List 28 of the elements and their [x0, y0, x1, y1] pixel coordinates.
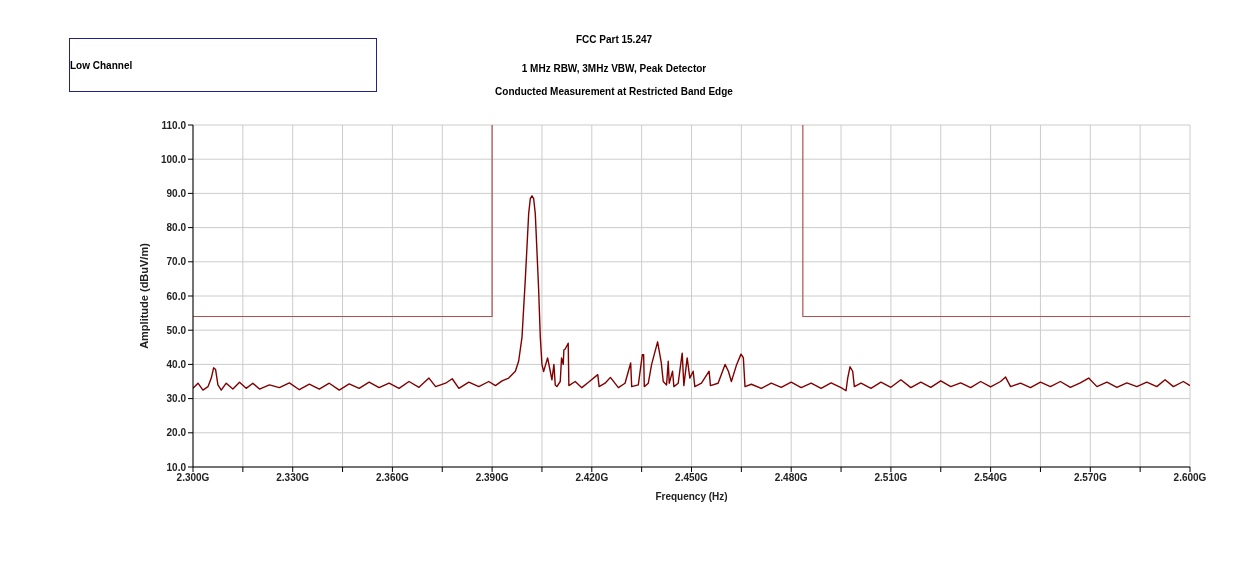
x-tick-label: 2.570G: [1073, 472, 1107, 484]
y-tick-label: 30.0: [166, 393, 187, 405]
y-tick-label: 90.0: [166, 187, 187, 199]
x-tick-label: 2.390G: [475, 472, 509, 484]
x-tick-label: 2.480G: [774, 472, 808, 484]
chart-title: FCC Part 15.247: [574, 34, 654, 45]
y-tick-label: 20.0: [166, 427, 187, 439]
y-tick-label: 100.0: [160, 153, 187, 165]
line-series: [193, 195, 1190, 392]
x-tick-label: 2.510G: [874, 472, 908, 484]
x-tick-label: 2.600G: [1173, 472, 1207, 484]
x-tick-label: 2.300G: [176, 472, 210, 484]
x-tick-label: 2.450G: [675, 472, 709, 484]
x-axis-title: Frequency (Hz): [655, 491, 728, 502]
x-tick-label: 2.420G: [575, 472, 609, 484]
text: Low Channel: [69, 38, 377, 92]
y-tick-label: 70.0: [166, 256, 187, 268]
y-tick-label: 10.0: [166, 461, 187, 473]
y-tick-label: 50.0: [166, 324, 187, 336]
y-tick-label: 110.0: [161, 119, 187, 131]
y-tick-label: 60.0: [166, 290, 187, 302]
x-tick-label: 2.540G: [974, 472, 1008, 484]
y-tick-label: 40.0: [166, 358, 187, 370]
y-axis-title: Amplitude (dBuV/m): [137, 242, 150, 349]
text: 1 MHz RBW, 3MHz VBW, Peak Detector Conducted Measurement at Restricted Band Edge: [495, 63, 733, 97]
x-tick-label: 2.360G: [375, 472, 410, 484]
x-tick-label: 2.330G: [276, 472, 310, 484]
y-tick-label: 80.0: [166, 222, 187, 234]
